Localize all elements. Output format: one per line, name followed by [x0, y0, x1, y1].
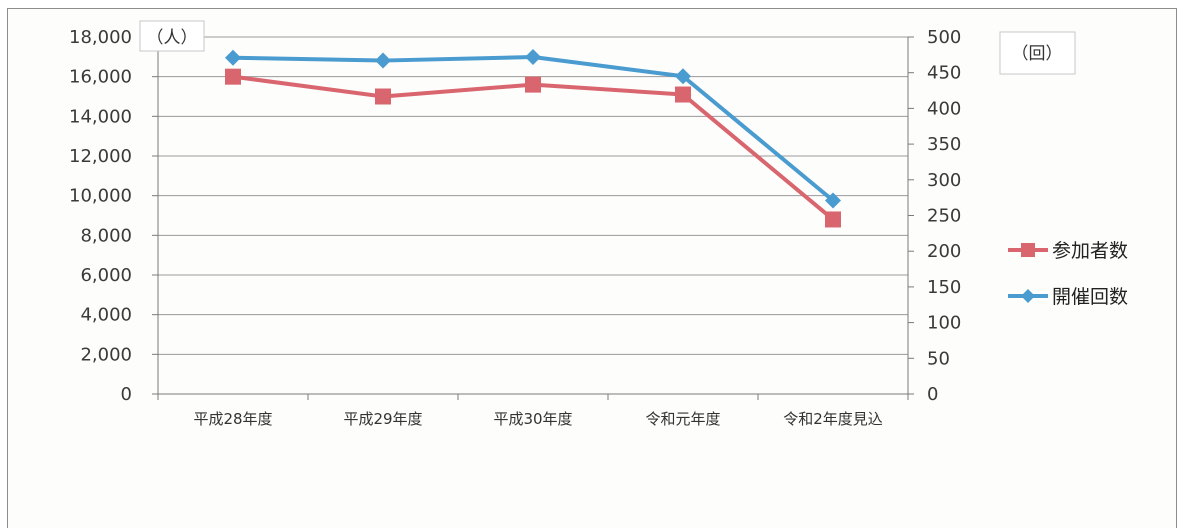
series-1-point [675, 86, 691, 103]
right-tick-label: 450 [927, 63, 961, 84]
series-1-point [525, 76, 541, 93]
series-2-point [525, 48, 541, 65]
series-2-point [375, 52, 391, 69]
left-tick-label: 2,000 [80, 344, 132, 365]
legend-label-series-2: 開催回数 [1052, 286, 1128, 308]
series-1-point [825, 211, 841, 228]
category-labels: 平成28年度 平成29年度 平成30年度 令和元年度 令和2年度見込 [193, 410, 882, 428]
right-tick-label: 200 [927, 241, 961, 262]
legend-item-series-2: 開催回数 [1008, 286, 1128, 308]
category-label: 令和元年度 [645, 410, 720, 428]
right-tick-label: 250 [927, 206, 961, 227]
right-tick-label: 350 [927, 134, 961, 155]
category-label: 令和2年度見込 [783, 410, 883, 428]
legend: 参加者数 開催回数 [1008, 240, 1128, 308]
left-tick-label: 18,000 [69, 27, 132, 48]
gridlines [158, 36, 908, 355]
left-tick-label: 10,000 [69, 186, 132, 207]
series-1-point [375, 88, 391, 105]
series-1-line [232, 74, 835, 222]
series-2-point [675, 68, 691, 85]
legend-item-series-1: 参加者数 [1008, 240, 1128, 262]
left-unit-box [139, 20, 205, 52]
right-tick-label: 50 [927, 348, 950, 369]
right-tick-label: 150 [927, 277, 961, 298]
right-tick-label: 500 [927, 27, 961, 48]
series-group [225, 48, 841, 228]
series-2 [225, 48, 841, 209]
series-2-point [225, 49, 241, 66]
legend-label-series-1: 参加者数 [1052, 240, 1128, 262]
right-axis-ticks: 0 50 100 150 200 250 300 350 400 450 500 [908, 27, 961, 405]
left-tick-label: 16,000 [69, 67, 132, 88]
right-tick-label: 400 [927, 98, 961, 119]
right-tick-label: 0 [927, 384, 938, 405]
left-tick-label: 12,000 [69, 146, 132, 167]
chart-frame [7, 8, 1177, 528]
category-label: 平成30年度 [493, 410, 572, 428]
left-tick-label: 0 [121, 384, 132, 405]
right-axis-unit: （回） [1012, 44, 1063, 64]
left-tick-label: 8,000 [80, 225, 132, 246]
right-tick-label: 100 [927, 313, 961, 334]
series-1 [225, 68, 841, 228]
right-tick-label: 300 [927, 170, 961, 191]
left-tick-label: 4,000 [80, 305, 132, 326]
left-tick-label: 14,000 [69, 106, 132, 127]
right-unit-box [999, 31, 1076, 75]
category-label: 平成29年度 [343, 410, 422, 428]
left-axis-ticks: 0 2,000 4,000 6,000 8,000 10,000 12,000 14,000 1… [69, 27, 158, 405]
left-axis-unit: （人） [147, 28, 198, 48]
series-1-point [225, 68, 241, 85]
left-tick-label: 6,000 [80, 265, 132, 286]
series-2-point [825, 192, 841, 209]
category-label: 平成28年度 [193, 410, 272, 428]
